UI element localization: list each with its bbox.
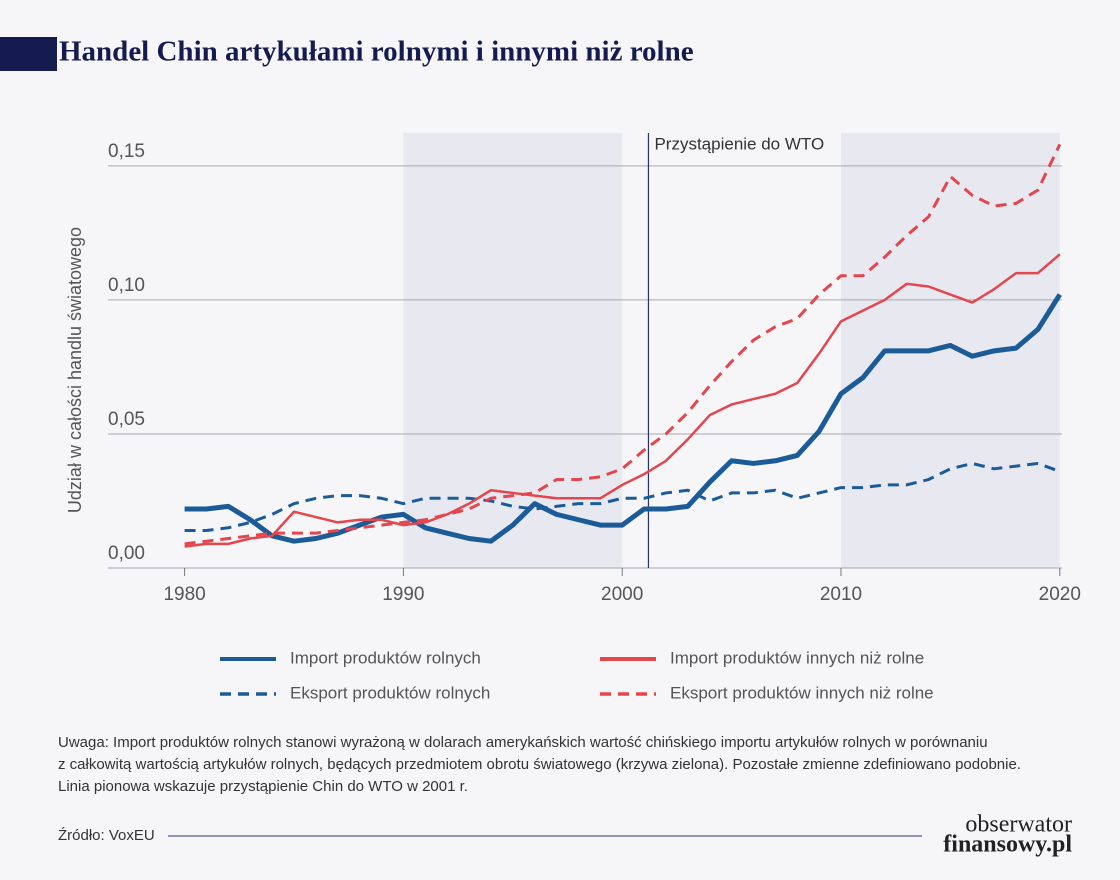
shaded-range <box>841 133 1060 568</box>
wto-label: Przystąpienie do WTO <box>654 134 824 153</box>
series-line <box>184 143 1062 546</box>
note: Uwaga: Import produktów rolnych stanowi … <box>58 734 988 751</box>
logo-top: obserwator <box>965 812 1072 838</box>
chart-title: Handel Chin artykułami rolnymi i innymi … <box>59 36 694 68</box>
x-tick-label: 2020 <box>1039 584 1081 605</box>
y-tick-label: 0,15 <box>108 141 145 162</box>
note: z całkowitą wartością artykułów rolnych,… <box>58 756 1021 773</box>
legend-label: Eksport produktów rolnych <box>290 683 490 702</box>
title-bar <box>0 37 57 71</box>
legend-label: Eksport produktów innych niż rolne <box>670 683 934 702</box>
y-axis-label: Udział w całości handlu światowego <box>65 227 85 513</box>
x-tick-label: 2010 <box>820 584 862 605</box>
shaded-range <box>403 133 623 568</box>
y-tick-label: 0,10 <box>108 275 145 296</box>
y-tick-label: 0,00 <box>108 543 145 564</box>
note: Linia pionowa wskazuje przystąpienie Chi… <box>58 778 468 795</box>
series-line <box>184 253 1061 548</box>
legend-label: Import produktów innych niż rolne <box>670 648 924 667</box>
series-line <box>184 461 1061 532</box>
x-tick-label: 2000 <box>601 584 643 605</box>
source: Źródło: VoxEU <box>58 827 155 844</box>
x-tick-label: 1990 <box>382 584 424 605</box>
x-tick-label: 1980 <box>163 584 205 605</box>
legend-label: Import produktów rolnych <box>290 648 481 667</box>
y-tick-label: 0,05 <box>108 409 145 430</box>
series-line <box>184 293 1062 544</box>
logo-bottom: finansowy.pl <box>943 832 1072 858</box>
